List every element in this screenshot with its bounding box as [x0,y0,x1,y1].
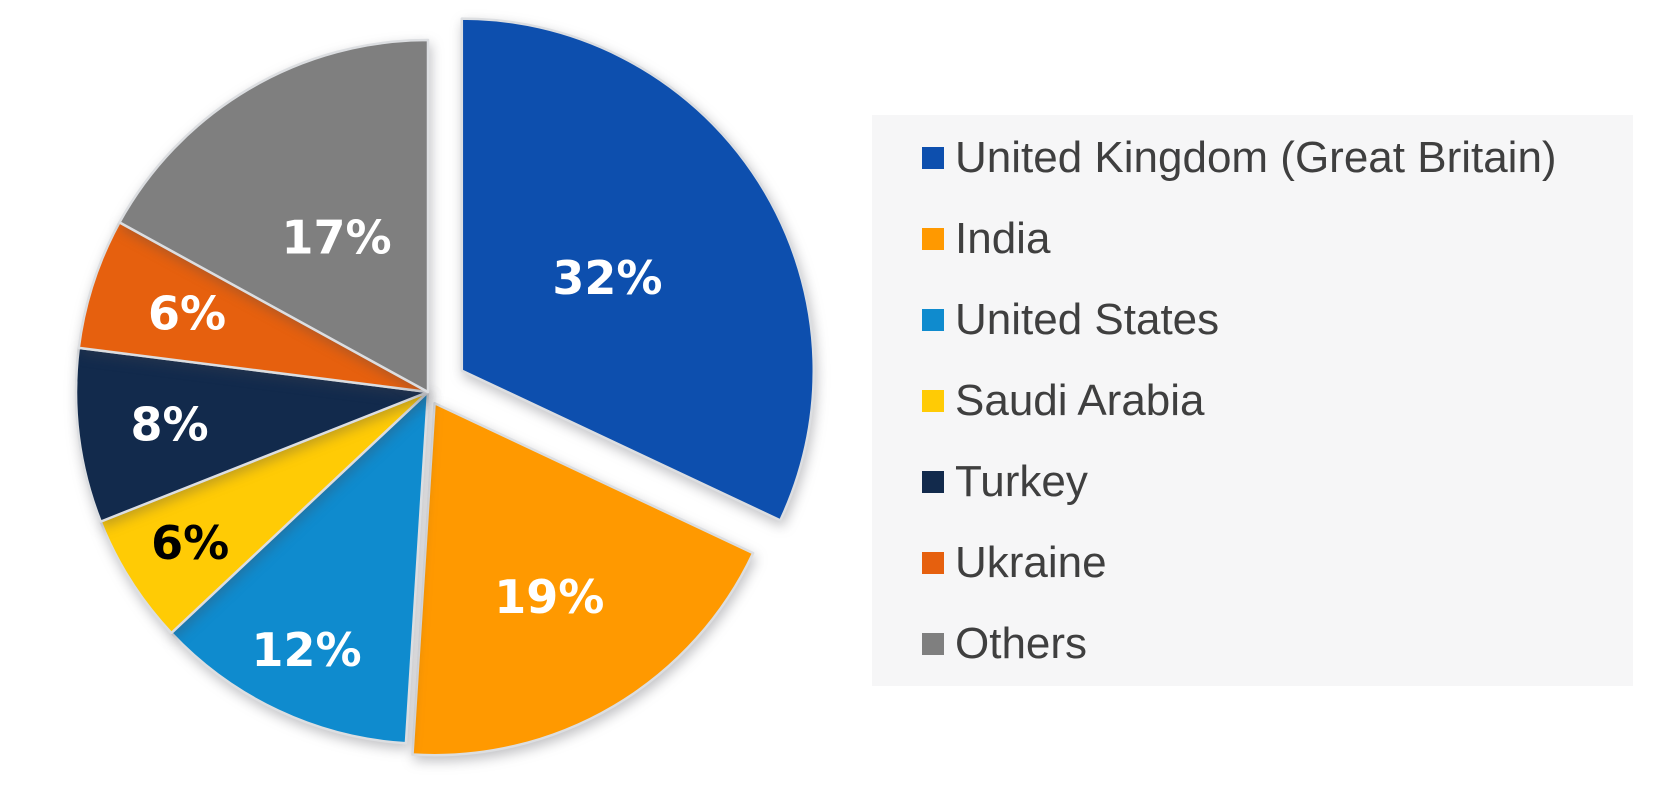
legend-label: India [955,213,1051,263]
legend-item-ukraine: Ukraine [922,522,1633,603]
pie-chart: 32% 19% 12% 6% 8% 6% 17% [74,17,816,757]
legend-swatch-icon [922,470,944,493]
legend-label: Ukraine [955,537,1107,587]
legend-item-saudi-arabia: Saudi Arabia [922,360,1633,441]
data-label-others: 17% [282,211,392,265]
pie-slice-others [118,38,430,394]
legend-item-others: Others [922,603,1633,684]
legend-item-india: India [922,198,1633,279]
legend: United Kingdom (Great Britain) India Unite… [872,115,1633,686]
pie-slice-saudi-arabia [99,390,430,635]
pie-slice-ukraine [77,221,430,394]
pie-slice-united-kingdom-great-britain [460,17,816,522]
legend-label: Others [955,618,1088,668]
legend-label: United States [955,294,1220,344]
legend-swatch-icon [922,632,944,655]
pie-chart-area: 32% 19% 12% 6% 8% 6% 17% [74,17,816,757]
pie-slice-united-states [170,390,430,745]
legend-label: Turkey [955,456,1088,506]
legend-swatch-icon [922,146,944,169]
data-label-saudi-arabia: 6% [151,516,229,570]
data-label-united-kingdom-great-britain: 32% [552,251,662,305]
data-label-india: 19% [494,570,604,624]
legend-swatch-icon [922,227,944,250]
legend-swatch-icon [922,308,944,331]
legend-swatch-icon [922,389,944,412]
data-label-turkey: 8% [131,398,209,452]
data-label-united-states: 12% [252,623,362,677]
legend-item-united-states: United States [922,279,1633,360]
legend-swatch-icon [922,551,944,574]
pie-slice-turkey [74,346,430,523]
data-label-ukraine: 6% [148,287,226,341]
pie-slice-india [411,401,755,757]
legend-label: United Kingdom (Great Britain) [955,132,1557,182]
legend-item-turkey: Turkey [922,441,1633,522]
legend-item-united-kingdom-great-britain: United Kingdom (Great Britain) [922,117,1633,198]
legend-label: Saudi Arabia [955,375,1205,425]
